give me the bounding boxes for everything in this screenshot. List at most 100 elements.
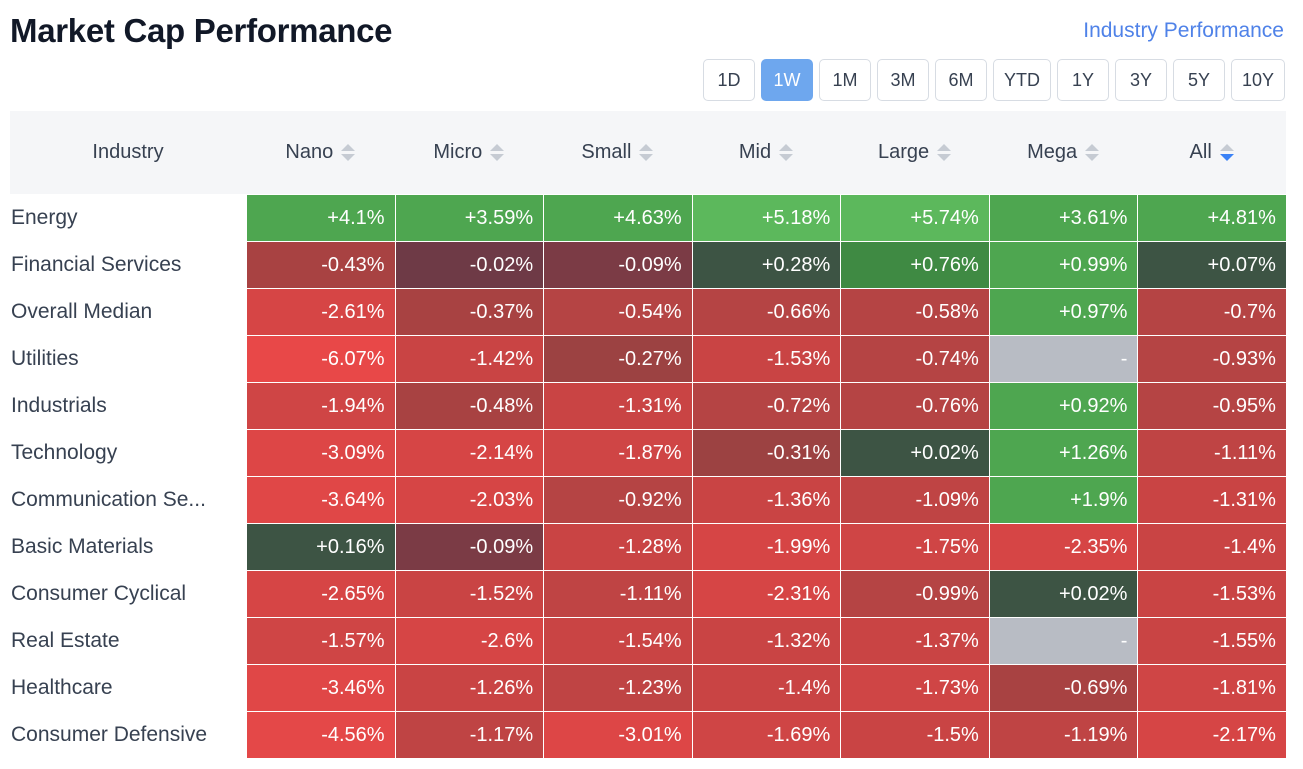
sort-icon[interactable]	[341, 144, 356, 161]
performance-cell[interactable]: -1.26%	[394, 665, 544, 711]
performance-cell[interactable]: -1.31%	[1137, 477, 1286, 523]
performance-cell[interactable]: +0.97%	[988, 289, 1138, 335]
performance-cell[interactable]: -1.54%	[543, 618, 692, 664]
performance-cell[interactable]: -0.7%	[1137, 289, 1286, 335]
performance-cell[interactable]: -1.52%	[394, 571, 544, 617]
industry-name[interactable]: Healthcare	[11, 676, 113, 699]
sort-icon[interactable]	[490, 144, 505, 161]
performance-cell[interactable]: -1.53%	[1137, 571, 1286, 617]
performance-cell[interactable]: -0.43%	[246, 242, 395, 288]
performance-cell[interactable]: -0.37%	[394, 289, 544, 335]
performance-cell[interactable]: +0.76%	[840, 242, 989, 288]
performance-cell[interactable]: -0.27%	[543, 336, 692, 382]
performance-cell[interactable]: +3.61%	[988, 195, 1138, 241]
column-header-mega[interactable]: Mega	[989, 111, 1138, 194]
industry-name[interactable]: Communication Se...	[11, 488, 206, 511]
performance-cell[interactable]: -1.11%	[1137, 430, 1286, 476]
performance-cell[interactable]: -1.99%	[691, 524, 841, 570]
performance-cell[interactable]: -3.46%	[246, 665, 395, 711]
performance-cell[interactable]: -1.31%	[543, 383, 692, 429]
performance-cell[interactable]: -0.48%	[394, 383, 544, 429]
performance-cell[interactable]: -1.75%	[840, 524, 989, 570]
performance-cell[interactable]: +0.02%	[988, 571, 1138, 617]
performance-cell[interactable]: -	[988, 336, 1138, 382]
performance-cell[interactable]: -0.69%	[988, 665, 1138, 711]
industry-name[interactable]: Real Estate	[11, 629, 120, 652]
performance-cell[interactable]: -1.94%	[246, 383, 395, 429]
industry-name[interactable]: Consumer Cyclical	[11, 582, 187, 605]
performance-cell[interactable]: -1.37%	[840, 618, 989, 664]
performance-cell[interactable]: +0.99%	[988, 242, 1138, 288]
performance-cell[interactable]: +3.59%	[394, 195, 544, 241]
performance-cell[interactable]: -0.09%	[394, 524, 544, 570]
sort-icon[interactable]	[779, 144, 794, 161]
performance-cell[interactable]: -0.76%	[840, 383, 989, 429]
performance-cell[interactable]: +4.81%	[1137, 195, 1286, 241]
performance-cell[interactable]: -0.95%	[1137, 383, 1286, 429]
performance-cell[interactable]: -3.64%	[246, 477, 395, 523]
column-header-micro[interactable]: Micro	[395, 111, 544, 194]
performance-cell[interactable]: -0.09%	[543, 242, 692, 288]
performance-cell[interactable]: -6.07%	[246, 336, 395, 382]
column-header-mid[interactable]: Mid	[692, 111, 841, 194]
period-button-1d[interactable]: 1D	[702, 59, 755, 101]
performance-cell[interactable]: -	[988, 618, 1138, 664]
performance-cell[interactable]: -0.74%	[840, 336, 989, 382]
period-button-10y[interactable]: 10Y	[1230, 59, 1285, 101]
performance-cell[interactable]: -1.53%	[691, 336, 841, 382]
performance-cell[interactable]: -0.66%	[691, 289, 841, 335]
performance-cell[interactable]: -2.17%	[1137, 712, 1286, 758]
performance-cell[interactable]: -2.35%	[988, 524, 1138, 570]
industry-name[interactable]: Technology	[11, 441, 118, 464]
performance-cell[interactable]: -1.55%	[1137, 618, 1286, 664]
performance-cell[interactable]: +5.74%	[840, 195, 989, 241]
performance-cell[interactable]: -1.19%	[988, 712, 1138, 758]
performance-cell[interactable]: -1.73%	[840, 665, 989, 711]
sort-icon[interactable]	[1085, 144, 1100, 161]
performance-cell[interactable]: -2.14%	[394, 430, 544, 476]
performance-cell[interactable]: -3.09%	[246, 430, 395, 476]
performance-cell[interactable]: -1.81%	[1137, 665, 1286, 711]
performance-cell[interactable]: -1.42%	[394, 336, 544, 382]
performance-cell[interactable]: +4.63%	[543, 195, 692, 241]
performance-cell[interactable]: -1.5%	[840, 712, 989, 758]
industry-name[interactable]: Utilities	[11, 347, 79, 370]
performance-cell[interactable]: +1.9%	[988, 477, 1138, 523]
performance-cell[interactable]: -1.69%	[691, 712, 841, 758]
column-header-small[interactable]: Small	[543, 111, 692, 194]
performance-cell[interactable]: -1.57%	[246, 618, 395, 664]
performance-cell[interactable]: -0.54%	[543, 289, 692, 335]
performance-cell[interactable]: -1.87%	[543, 430, 692, 476]
period-button-1m[interactable]: 1M	[818, 59, 871, 101]
performance-cell[interactable]: -2.03%	[394, 477, 544, 523]
performance-cell[interactable]: +0.02%	[840, 430, 989, 476]
industry-name[interactable]: Industrials	[11, 394, 107, 417]
performance-cell[interactable]: -3.01%	[543, 712, 692, 758]
performance-cell[interactable]: +0.28%	[691, 242, 841, 288]
performance-cell[interactable]: +0.92%	[988, 383, 1138, 429]
performance-cell[interactable]: -0.93%	[1137, 336, 1286, 382]
performance-cell[interactable]: -0.72%	[691, 383, 841, 429]
period-button-3y[interactable]: 3Y	[1114, 59, 1167, 101]
performance-cell[interactable]: +0.16%	[246, 524, 395, 570]
column-header-large[interactable]: Large	[840, 111, 989, 194]
performance-cell[interactable]: -2.61%	[246, 289, 395, 335]
performance-cell[interactable]: -0.02%	[394, 242, 544, 288]
performance-cell[interactable]: +4.1%	[246, 195, 395, 241]
performance-cell[interactable]: -1.11%	[543, 571, 692, 617]
performance-cell[interactable]: +5.18%	[691, 195, 841, 241]
sort-icon[interactable]	[1219, 144, 1234, 161]
performance-cell[interactable]: -1.4%	[691, 665, 841, 711]
industry-name[interactable]: Basic Materials	[11, 535, 154, 558]
performance-cell[interactable]: -0.92%	[543, 477, 692, 523]
performance-cell[interactable]: -1.17%	[394, 712, 544, 758]
performance-cell[interactable]: -2.65%	[246, 571, 395, 617]
industry-name[interactable]: Energy	[11, 206, 78, 229]
sort-icon[interactable]	[639, 144, 654, 161]
performance-cell[interactable]: -1.4%	[1137, 524, 1286, 570]
performance-cell[interactable]: -2.6%	[394, 618, 544, 664]
period-button-1y[interactable]: 1Y	[1056, 59, 1109, 101]
industry-performance-link[interactable]: Industry Performance	[1083, 19, 1284, 42]
period-button-1w[interactable]: 1W	[760, 59, 813, 101]
period-button-5y[interactable]: 5Y	[1172, 59, 1225, 101]
